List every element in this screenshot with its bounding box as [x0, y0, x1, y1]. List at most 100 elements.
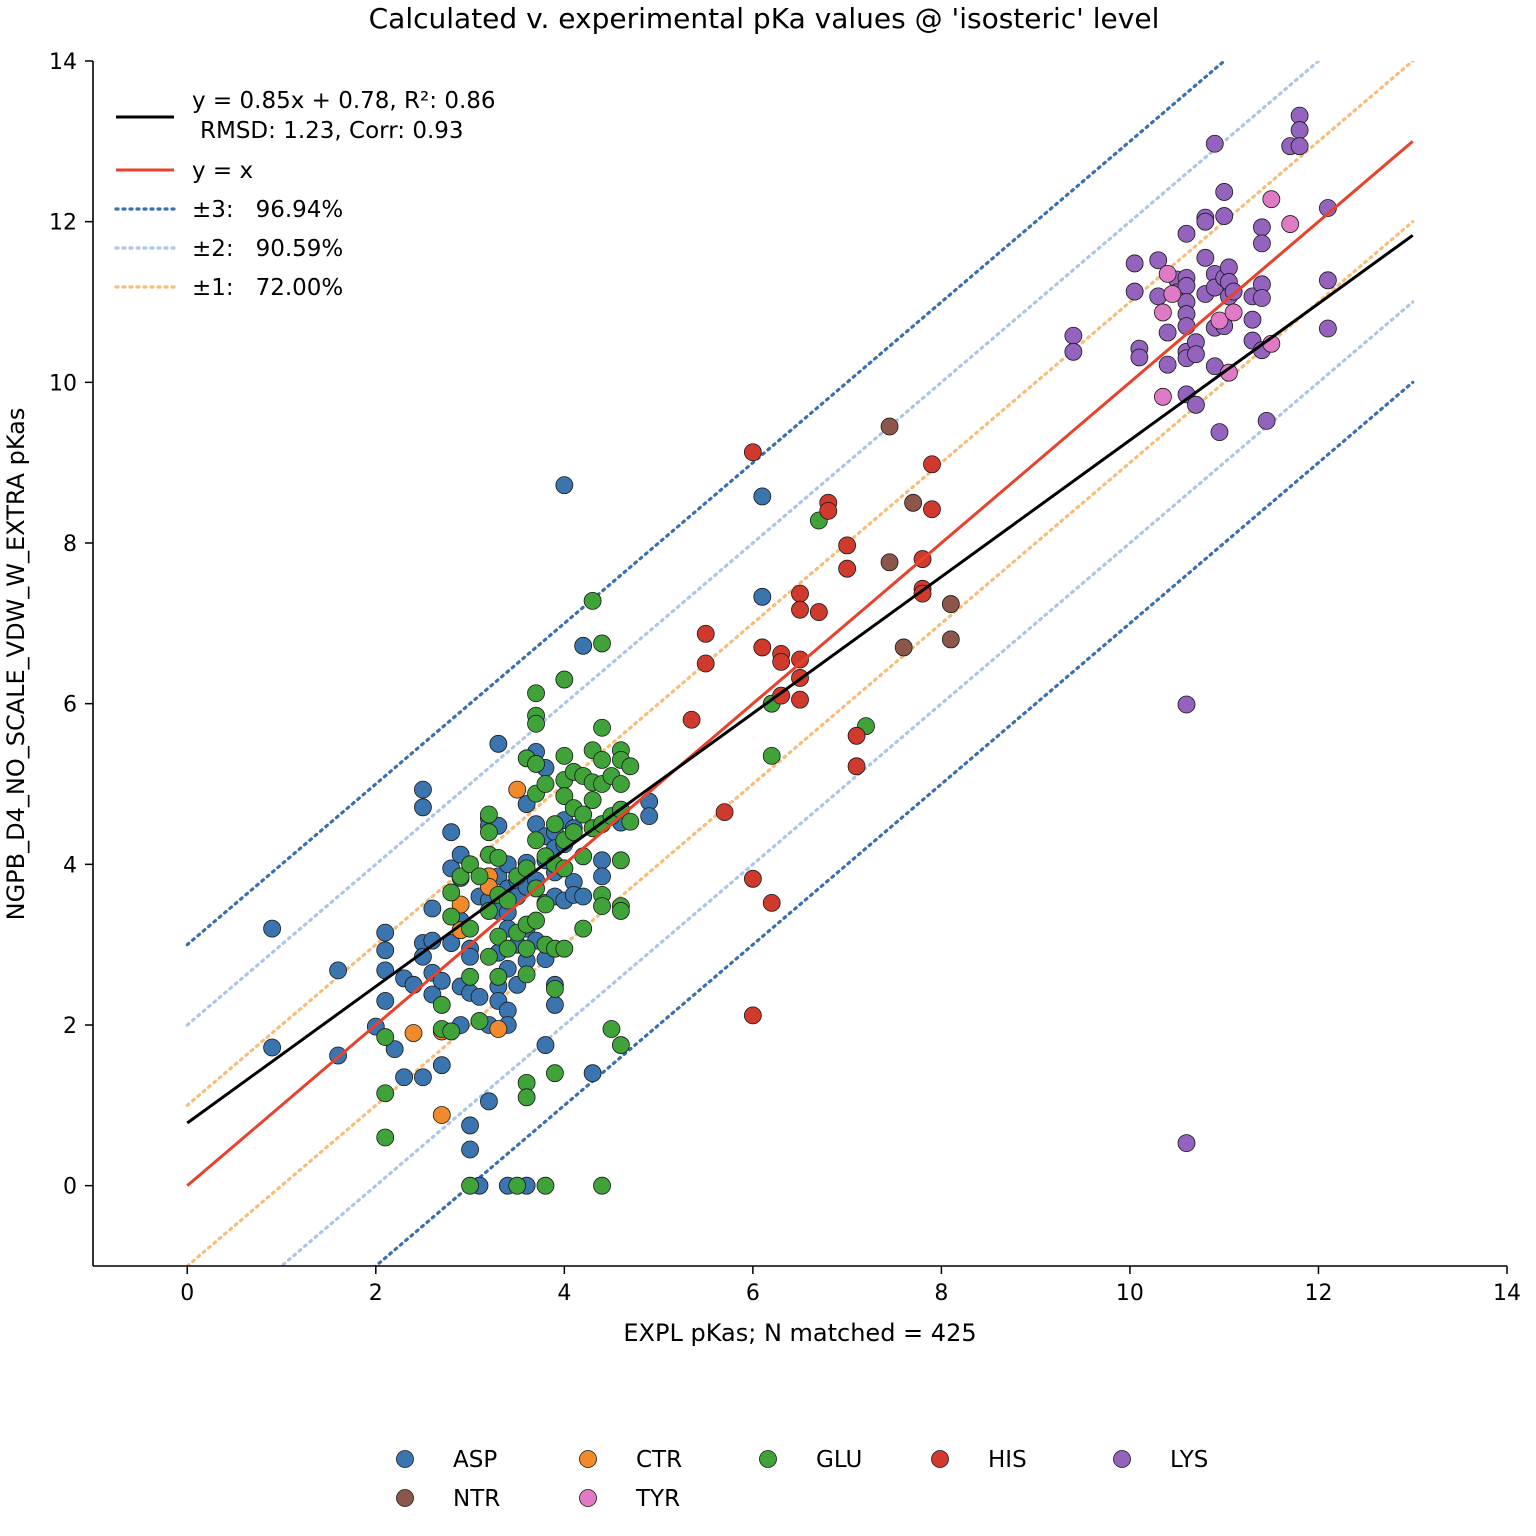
- point-asp: [404, 975, 423, 994]
- point-glu: [564, 823, 583, 842]
- line-legend: y = 0.85x + 0.78, R²: 0.86 RMSD: 1.23, C…: [114, 88, 496, 301]
- point-glu: [546, 979, 564, 998]
- point-asp: [263, 919, 282, 938]
- point-asp: [461, 1140, 479, 1159]
- legend-marker-lys: [1113, 1450, 1131, 1468]
- point-lys: [1158, 355, 1177, 374]
- point-glu: [611, 775, 630, 793]
- point-glu: [546, 815, 564, 834]
- point-ntr: [941, 595, 960, 613]
- point-glu: [461, 919, 479, 938]
- x-axis-label: EXPL pKas; N matched = 425: [623, 1319, 976, 1347]
- point-glu: [489, 927, 508, 946]
- legend-marker-his: [931, 1450, 949, 1468]
- point-ntr: [880, 553, 899, 572]
- point-his: [809, 603, 828, 621]
- point-his: [847, 726, 866, 745]
- point-glu: [555, 859, 574, 878]
- point-his: [791, 650, 809, 669]
- point-glu: [527, 684, 545, 703]
- point-glu: [376, 1128, 395, 1147]
- point-his: [762, 893, 781, 912]
- legend-label-glu: GLU: [816, 1447, 862, 1473]
- point-lys: [1064, 342, 1083, 361]
- point-tyr: [1158, 264, 1177, 283]
- axes: [92, 61, 1507, 1267]
- point-lys: [1149, 251, 1168, 270]
- y-axis-label: NGPB_D4_NO_SCALE_VDW_W_EXTRA pKas: [2, 408, 30, 921]
- point-glu: [593, 1176, 611, 1195]
- point-lys: [1196, 248, 1215, 267]
- point-lys: [1253, 289, 1271, 307]
- legend-marker-tyr: [579, 1489, 597, 1507]
- point-glu: [574, 847, 593, 866]
- point-asp: [574, 887, 593, 906]
- point-glu: [451, 867, 470, 886]
- point-asp: [414, 798, 432, 817]
- legend-band1-label: ±1: 72.00%: [192, 275, 343, 301]
- legend-identity-label: y = x: [192, 158, 253, 184]
- point-glu: [461, 1176, 479, 1195]
- point-glu: [536, 1176, 555, 1195]
- point-asp: [461, 1116, 479, 1135]
- point-glu: [508, 1176, 527, 1195]
- point-tyr: [1262, 190, 1281, 209]
- series-legend: ASP CTR GLU HIS LYS NTR TYR: [396, 1447, 1208, 1512]
- point-glu: [461, 855, 479, 874]
- fit-line: [186, 234, 1414, 1125]
- point-glu: [555, 787, 574, 805]
- point-glu: [574, 919, 593, 938]
- reference-lines: [186, 140, 1414, 1187]
- point-tyr: [1163, 285, 1182, 303]
- legend-marker-ntr: [396, 1489, 414, 1507]
- point-his: [791, 584, 809, 603]
- point-glu: [432, 996, 451, 1014]
- axis-ticks: 0 2 4 6 8 10 12 14 0 2 4 6 8 10 12 14: [49, 50, 1521, 1306]
- point-lys: [1253, 218, 1271, 237]
- point-ntr: [904, 493, 923, 512]
- legend-marker-ctr: [579, 1450, 597, 1468]
- point-glu: [593, 897, 611, 916]
- point-glu: [574, 805, 593, 824]
- point-asp: [263, 1038, 282, 1057]
- point-asp: [574, 636, 593, 655]
- point-glu: [527, 911, 545, 930]
- point-asp: [753, 587, 772, 606]
- point-lys: [1177, 317, 1196, 336]
- point-his: [847, 757, 866, 776]
- point-ctr: [451, 895, 470, 914]
- point-glu: [480, 823, 498, 842]
- point-asp: [640, 807, 659, 826]
- y-tick-label: 10: [49, 371, 77, 396]
- point-asp: [753, 487, 772, 506]
- x-tick-label: 12: [1304, 1281, 1332, 1306]
- point-tyr: [1224, 303, 1243, 322]
- band-line-minus3: [373, 380, 1415, 1266]
- scatter-points: [263, 106, 1337, 1195]
- point-glu: [442, 1022, 461, 1041]
- y-tick-label: 0: [63, 1175, 77, 1200]
- legend-band2-label: ±2: 90.59%: [192, 236, 343, 262]
- point-asp: [395, 1068, 413, 1087]
- point-ntr: [941, 630, 960, 649]
- point-lys: [1205, 134, 1224, 153]
- point-glu: [517, 1088, 536, 1107]
- point-glu: [621, 812, 640, 831]
- point-glu: [602, 1020, 621, 1038]
- point-ctr: [508, 780, 527, 799]
- identity-line: [186, 140, 1414, 1187]
- point-asp: [329, 961, 347, 980]
- point-his: [743, 443, 762, 462]
- point-lys: [1187, 345, 1205, 364]
- point-lys: [1177, 1134, 1196, 1152]
- point-glu: [489, 849, 508, 867]
- point-asp: [593, 851, 611, 870]
- point-glu: [762, 746, 781, 765]
- point-lys: [1215, 207, 1234, 225]
- point-his: [682, 710, 701, 729]
- point-tyr: [1154, 387, 1172, 406]
- x-tick-label: 2: [369, 1281, 383, 1306]
- point-glu: [527, 831, 545, 850]
- point-glu: [480, 947, 498, 966]
